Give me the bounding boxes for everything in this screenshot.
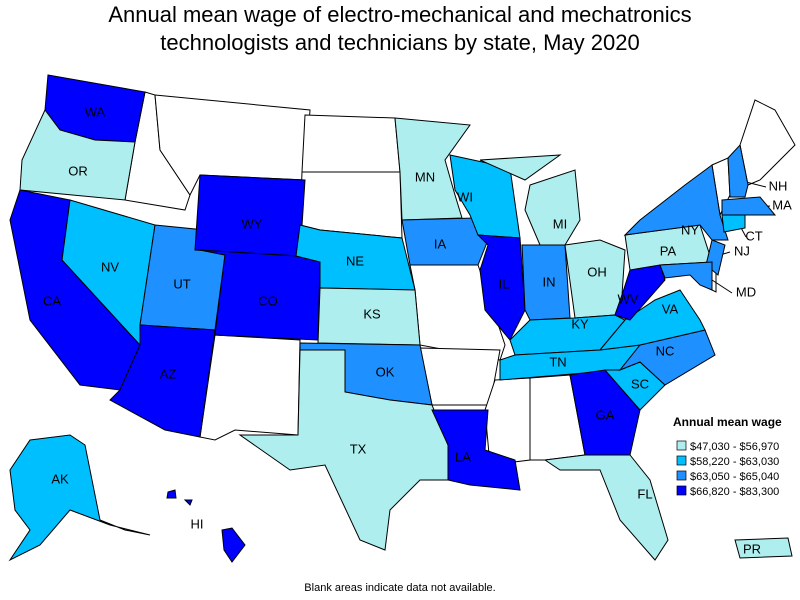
state (734, 537, 793, 559)
state (183, 499, 193, 506)
state-label: MD (736, 284, 756, 299)
legend: Annual mean wage $47,030 - $56,970 $58,220… (673, 415, 782, 498)
state-label: WV (618, 291, 639, 306)
state-label: CT (745, 228, 762, 243)
state-label: WI (457, 189, 473, 204)
legend-swatch (676, 470, 687, 481)
legend-label: $63,050 - $65,040 (690, 471, 779, 483)
state-label: TX (350, 441, 367, 456)
state-label: VA (662, 301, 679, 316)
state-label: NC (656, 343, 675, 358)
state (659, 261, 713, 291)
state (569, 369, 641, 456)
state (476, 234, 526, 341)
legend-label: $66,820 - $83,300 (690, 486, 779, 498)
state (727, 143, 749, 198)
state (109, 324, 216, 438)
legend-swatch (676, 485, 687, 496)
state-label: WA (85, 104, 106, 119)
state-label: IA (434, 236, 447, 251)
state (401, 217, 489, 266)
state-blank (301, 114, 401, 173)
state-label: UT (173, 276, 190, 291)
state (431, 409, 521, 491)
state-label: AZ (160, 366, 177, 381)
state-label: NV (101, 259, 119, 274)
state-label: IL (499, 276, 510, 291)
state-label: IN (543, 274, 556, 289)
legend-swatch (676, 455, 687, 466)
leader-line (711, 279, 733, 294)
state-blank (739, 99, 796, 186)
state-label: KY (571, 316, 589, 331)
states: WA OR CA NV UT AZ WY CO NE KS OK TX MN IA WI IL MI IN OH KY… (8, 74, 793, 563)
legend-label: $58,220 - $63,030 (690, 456, 779, 468)
state-label: CO (258, 293, 278, 308)
state-label: NH (769, 178, 788, 193)
state-label: OH (587, 264, 607, 279)
state (394, 117, 471, 221)
state-label: GA (596, 407, 615, 422)
state-label: NY (681, 222, 699, 237)
state (721, 196, 777, 216)
state-label: KS (363, 306, 381, 321)
state-label: MN (415, 169, 435, 184)
state-label: FL (637, 486, 652, 501)
state-label: TN (549, 354, 566, 369)
state-label: OK (376, 364, 395, 379)
state-label: WY (242, 216, 263, 231)
state-label: NJ (734, 243, 750, 258)
state (166, 489, 177, 499)
state (543, 454, 669, 561)
state-label: MA (772, 197, 792, 212)
footnote: Blank areas indicate data not available. (304, 582, 495, 594)
state-label: PA (660, 243, 677, 258)
title-line: technologists and technicians by state, … (160, 30, 639, 55)
legend-title: Annual mean wage (673, 415, 782, 429)
state-label: SC (631, 376, 649, 391)
state-label: CA (43, 293, 61, 308)
state-label: OR (68, 163, 88, 178)
legend-label: $47,030 - $56,970 (690, 441, 779, 453)
title-line: Annual mean wage of electro-mechanical a… (108, 2, 691, 27)
state (623, 164, 729, 241)
state-label: PR (743, 541, 761, 556)
state-label: HI (191, 516, 204, 531)
state (238, 349, 449, 551)
state-blank (199, 334, 301, 441)
state-blank (419, 347, 501, 406)
state-label: NE (346, 253, 364, 268)
state (721, 212, 746, 233)
state (479, 154, 562, 181)
state-label: MI (553, 216, 567, 231)
state (524, 169, 581, 246)
state-label: LA (455, 449, 471, 464)
state-label: AK (51, 471, 69, 486)
state-blank (299, 171, 403, 239)
state (221, 527, 246, 563)
state (8, 434, 151, 562)
state (19, 109, 136, 201)
legend-swatch (676, 440, 687, 451)
